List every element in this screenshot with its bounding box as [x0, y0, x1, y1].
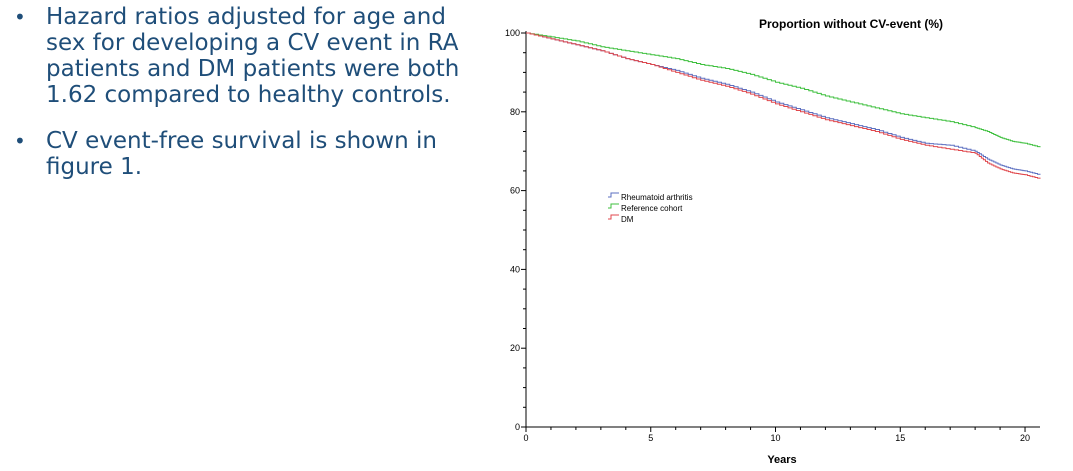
y-tick-label: 40: [510, 264, 520, 274]
legend-swatch: [608, 203, 619, 209]
series-line-reference-cohort: [526, 32, 1041, 148]
chart-title: Proportion without CV-event (%): [759, 17, 943, 31]
y-tick-label: 20: [510, 343, 520, 353]
bullet-symbol: •: [14, 5, 26, 29]
bullet-text: Hazard ratios adjusted for age and sex f…: [46, 4, 460, 108]
y-tick-label: 100: [505, 28, 520, 38]
legend-label: Rheumatoid arthritis: [621, 193, 693, 202]
y-tick-label: 0: [515, 422, 520, 432]
bullet-text: CV event-free survival is shown in figur…: [46, 128, 437, 180]
x-tick-label: 10: [771, 433, 781, 443]
y-tick-label: 60: [510, 186, 520, 196]
bullet-symbol: •: [14, 129, 26, 153]
bullet-item-survival: • CV event-free survival is shown in fig…: [14, 128, 474, 180]
x-tick-label: 20: [1020, 433, 1030, 443]
x-tick-label: 15: [895, 433, 905, 443]
x-tick-label: 0: [523, 433, 528, 443]
legend-swatch: [608, 192, 619, 198]
bullet-item-hazard-ratios: • Hazard ratios adjusted for age and sex…: [14, 4, 474, 108]
legend: Rheumatoid arthritis Reference cohort DM: [608, 192, 693, 224]
bullet-list: • Hazard ratios adjusted for age and sex…: [14, 4, 474, 200]
legend-label: DM: [621, 215, 634, 224]
y-tick-label: 80: [510, 107, 520, 117]
legend-label: Reference cohort: [621, 204, 683, 213]
x-axis-label: Years: [767, 454, 796, 466]
survival-chart: Proportion without CV-event (%) 0 20 40 60 8…: [505, 17, 1041, 466]
series-line-dm: [526, 32, 1041, 179]
series-line-rheumatoid-arthritis: [526, 32, 1041, 175]
x-tick-label: 5: [648, 433, 653, 443]
axes: 0 20 40 60 80 100 0 5 10 15 20: [505, 28, 1040, 443]
series-lines: [526, 32, 1041, 179]
legend-swatch: [608, 214, 619, 220]
